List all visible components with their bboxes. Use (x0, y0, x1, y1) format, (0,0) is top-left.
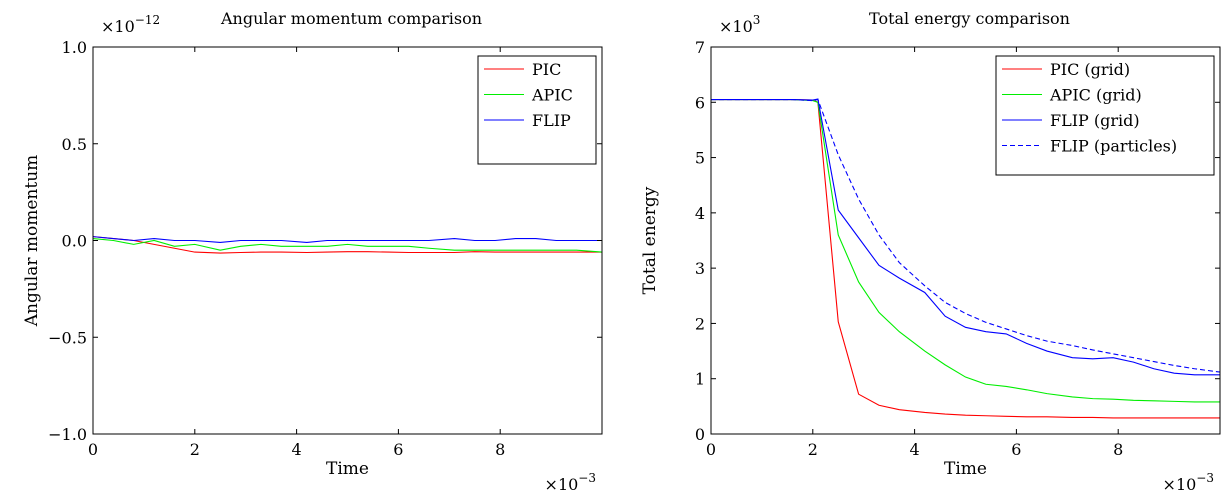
chart-2: 0 2 4 6 8 0 1 2 3 4 5 6 7 Total energy comparison Time… (640, 9, 1221, 494)
x-tick-label: 2 (808, 440, 818, 459)
legend-entry: APIC (531, 86, 573, 105)
y-tick-label: 0.0 (62, 232, 87, 251)
y-tick-label: −0.5 (48, 328, 87, 347)
y-tick-label: 0 (695, 425, 705, 444)
x-multiplier-exponent: −3 (578, 471, 596, 485)
y-tick-label: 4 (695, 204, 705, 223)
y-tick-label: 0.5 (62, 135, 87, 154)
series-line-pic (93, 236, 602, 254)
series-line-apic (93, 238, 602, 253)
x-tick-label: 8 (1113, 440, 1123, 459)
legend-entry: APIC (grid) (1049, 86, 1142, 105)
x-multiplier-exponent: −3 (1196, 471, 1214, 485)
y-tick-label: 3 (695, 259, 705, 278)
y-axis-multiplier: ×10−12 (101, 13, 160, 36)
legend-box (995, 55, 1215, 176)
legend-entry: FLIP (grid) (1050, 111, 1140, 130)
x-multiplier-base: ×10 (545, 475, 579, 494)
legend-entry: FLIP (532, 111, 571, 130)
legend: PIC APIC FLIP (477, 55, 597, 165)
x-tick-label: 0 (706, 440, 716, 459)
x-axis-multiplier: ×10−3 (1163, 471, 1214, 494)
x-tick-label: 6 (1011, 440, 1021, 459)
series-line-flip-particles (711, 98, 1220, 373)
series-line-flip (93, 236, 602, 243)
y-tick-label: 2 (695, 314, 705, 333)
y-multiplier-base: ×10 (719, 17, 753, 36)
y-multiplier-base: ×10 (101, 17, 135, 36)
x-tick-label: 4 (292, 440, 302, 459)
y-axis-label: Angular momentum (22, 155, 42, 328)
x-tick-label: 6 (393, 440, 403, 459)
legend: PIC (grid) APIC (grid) FLIP (grid) FLIP (pa… (995, 55, 1215, 176)
legend-entry: FLIP (particles) (1050, 137, 1177, 156)
y-axis-label: Total energy (640, 186, 660, 294)
plot-frame (710, 46, 1221, 435)
legend-box (477, 55, 597, 165)
y-multiplier-exponent: 3 (753, 13, 761, 27)
y-tick-label: −1.0 (48, 425, 87, 444)
x-axis-multiplier: ×10−3 (545, 471, 596, 494)
x-tick-label: 0 (88, 440, 98, 459)
chart-1: 0 2 4 6 8 −1.0 −0.5 0.0 0.5 1.0 Angular momentum c… (22, 9, 603, 494)
x-axis-label: Time (326, 459, 369, 479)
chart-title: Total energy comparison (869, 9, 1070, 28)
legend-entry: PIC (grid) (1050, 60, 1130, 79)
y-multiplier-exponent: −12 (135, 13, 160, 27)
x-axis-label: Time (944, 459, 987, 479)
y-axis-multiplier: ×103 (719, 13, 760, 36)
y-tick-label: 7 (695, 38, 705, 57)
legend-entry: PIC (532, 60, 561, 79)
y-tick-label: 1.0 (62, 38, 87, 57)
y-tick-label: 5 (695, 149, 705, 168)
x-tick-label: 2 (190, 440, 200, 459)
y-tick-label: 1 (695, 370, 705, 389)
x-tick-label: 4 (910, 440, 920, 459)
y-tick-label: 6 (695, 93, 705, 112)
series-group (711, 98, 1220, 419)
series-group (93, 236, 602, 254)
x-tick-label: 8 (495, 440, 505, 459)
chart-title: Angular momentum comparison (220, 9, 482, 28)
x-multiplier-base: ×10 (1163, 475, 1197, 494)
